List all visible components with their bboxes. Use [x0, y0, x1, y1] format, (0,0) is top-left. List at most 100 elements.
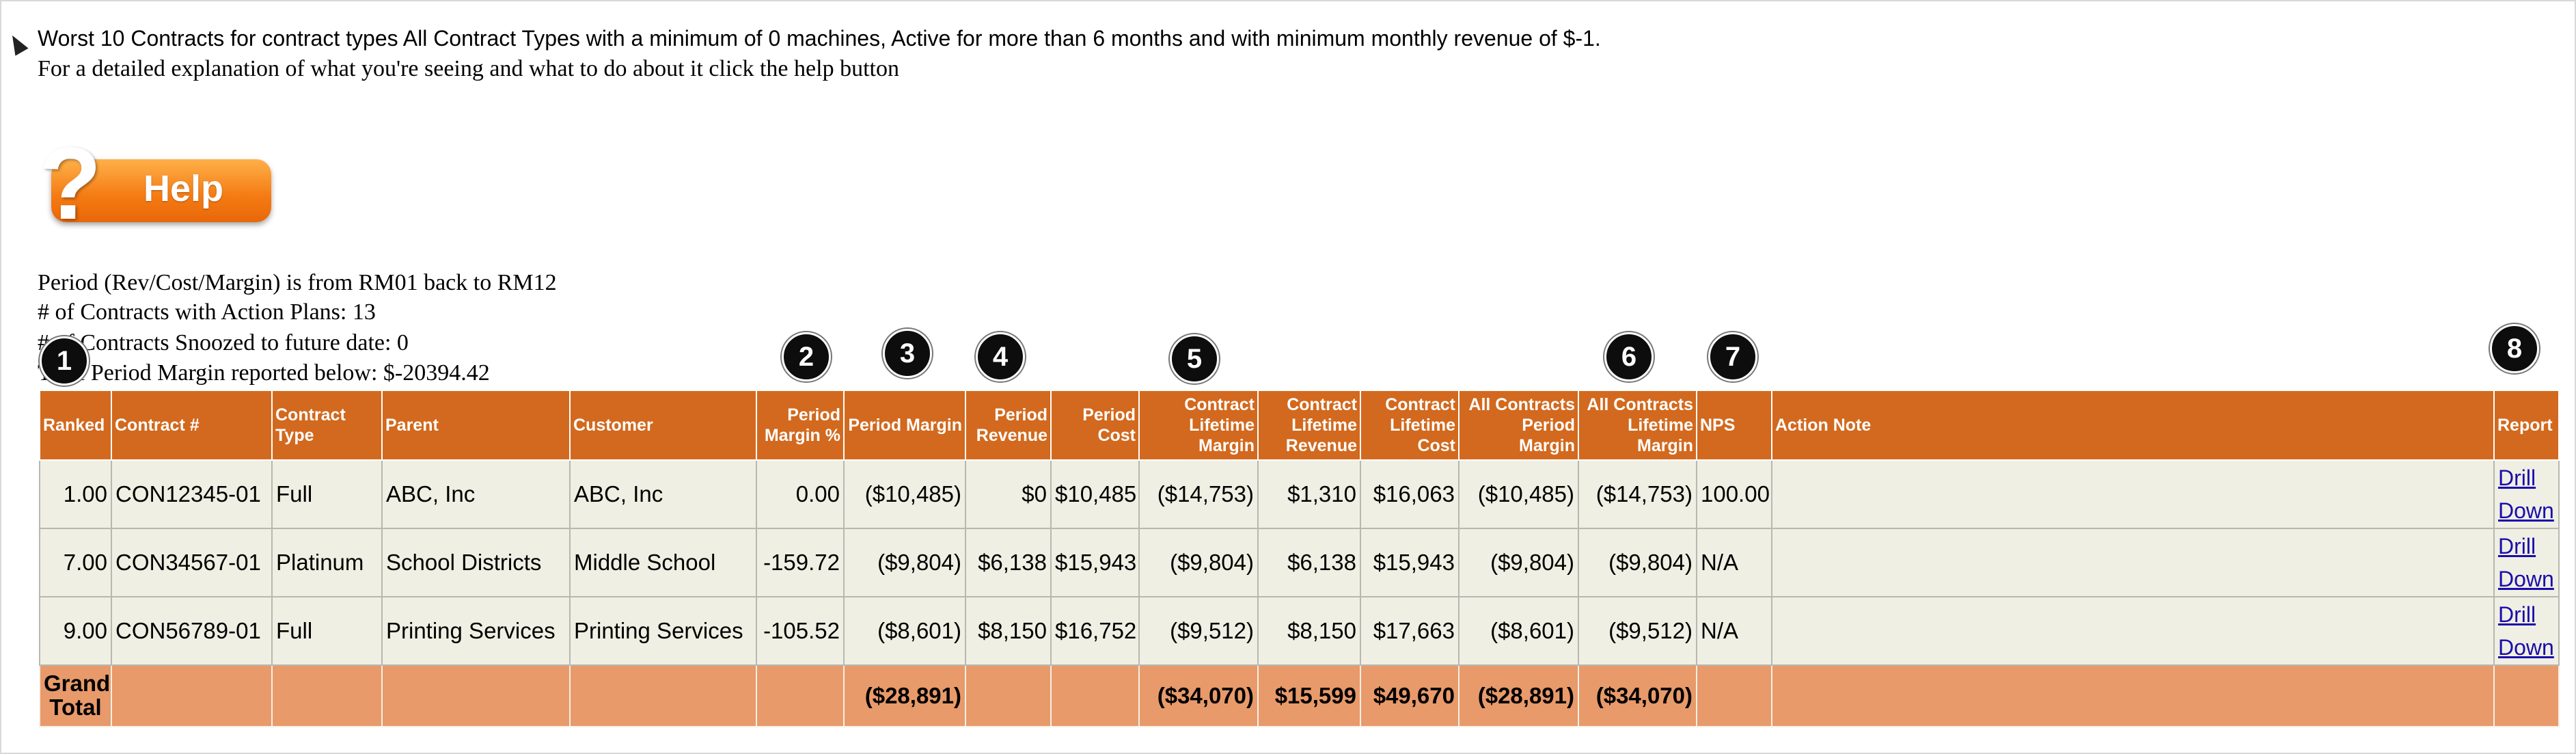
period-info: Period (Rev/Cost/Margin) is from RM01 ba… [38, 270, 557, 295]
table-cell: 1.00 [39, 459, 112, 529]
action-note-cell [1771, 596, 2495, 666]
table-cell: School Districts [381, 528, 571, 597]
question-mark-icon: ? [39, 126, 102, 241]
drill-down-link-text-1: Drill [2498, 602, 2536, 627]
callout-badge-6: 6 [1604, 332, 1654, 381]
table-cell: ($14,753) [1578, 459, 1697, 529]
total-cell [111, 664, 273, 727]
table-cell: CON56789-01 [111, 596, 273, 666]
total-cell [965, 664, 1052, 727]
table-cell: 7.00 [39, 528, 112, 597]
drill-down-link-text-1: Drill [2498, 466, 2536, 490]
total-cell [569, 664, 757, 727]
table-cell: 9.00 [39, 596, 112, 666]
column-header: Period Margin [843, 390, 966, 461]
callout-badge-2: 2 [782, 332, 831, 381]
column-header: All Contracts Period Margin [1458, 390, 1579, 461]
help-button[interactable]: ? Help [38, 132, 273, 234]
table-cell: ABC, Inc [569, 459, 757, 529]
table-cell: 0.00 [756, 459, 845, 529]
table-cell: CON12345-01 [111, 459, 273, 529]
column-header: All Contracts Lifetime Margin [1578, 390, 1697, 461]
table-cell: ($9,804) [843, 528, 966, 597]
total-cell [1696, 664, 1772, 727]
table-cell: ($9,804) [1138, 528, 1259, 597]
table-cell: ($9,804) [1578, 528, 1697, 597]
callout-badge-3: 3 [883, 329, 932, 378]
column-header: Contract Lifetime Revenue [1257, 390, 1361, 461]
drill-down-link[interactable]: Drill Down [2498, 534, 2554, 591]
table-cell: ($9,804) [1458, 528, 1579, 597]
table-cell: $1,310 [1257, 459, 1361, 529]
grand-total-label-1: Grand [44, 671, 111, 697]
total-cell [1050, 664, 1140, 727]
total-cell: ($34,070) [1578, 664, 1697, 727]
table-cell: CON34567-01 [111, 528, 273, 597]
table-cell: $10,485 [1050, 459, 1140, 529]
table-cell: $6,138 [965, 528, 1052, 597]
table-row: 1.00 CON12345-01 Full ABC, Inc ABC, Inc … [39, 459, 2560, 529]
column-header: Customer [569, 390, 757, 461]
report-cell: Drill Down [2493, 528, 2560, 597]
table-cell: N/A [1696, 528, 1772, 597]
total-cell: ($28,891) [1458, 664, 1579, 727]
column-header: Period Margin % [756, 390, 845, 461]
table-cell: Full [271, 596, 383, 666]
snoozed-info: # of Contracts Snoozed to future date: 0 [38, 330, 409, 355]
total-cell [271, 664, 383, 727]
table-cell: -159.72 [756, 528, 845, 597]
column-header: Action Note [1771, 390, 2495, 461]
callout-badge-1: 1 [40, 336, 89, 386]
help-button-label: Help [143, 168, 224, 209]
column-header: Period Cost [1050, 390, 1140, 461]
table-cell: $15,943 [1050, 528, 1140, 597]
total-margin-info: Total Period Margin reported below: $-20… [38, 360, 490, 386]
drill-down-link-text-2: Down [2498, 635, 2554, 660]
total-cell: $15,599 [1257, 664, 1361, 727]
total-cell [381, 664, 571, 727]
report-cell: Drill Down [2493, 459, 2560, 529]
total-cell: $49,670 [1360, 664, 1460, 727]
total-cell [756, 664, 845, 727]
table-cell: Printing Services [569, 596, 757, 666]
table-cell: $16,063 [1360, 459, 1460, 529]
column-header: Parent [381, 390, 571, 461]
table-cell: ($10,485) [843, 459, 966, 529]
column-header: Contract Lifetime Margin [1138, 390, 1259, 461]
intro-line-1: Worst 10 Contracts for contract types Al… [38, 26, 1601, 51]
table-cell: $8,150 [965, 596, 1052, 666]
table-cell: $6,138 [1257, 528, 1361, 597]
action-plans-info: # of Contracts with Action Plans: 13 [38, 299, 376, 325]
table-cell: Middle School [569, 528, 757, 597]
intro-line-2: For a detailed explanation of what you'r… [38, 56, 899, 81]
column-header: Contract # [111, 390, 273, 461]
table-row: 9.00 CON56789-01 Full Printing Services … [39, 596, 2560, 666]
column-header: Contract Type [271, 390, 383, 461]
grand-total-label: Grand Total [39, 664, 112, 727]
callout-badge-7: 7 [1708, 332, 1757, 381]
drill-down-link[interactable]: Drill Down [2498, 466, 2554, 523]
callout-badge-4: 4 [976, 332, 1025, 381]
table-row: 7.00 CON34567-01 Platinum School Distric… [39, 528, 2560, 597]
table-cell: ($14,753) [1138, 459, 1259, 529]
table-cell: $17,663 [1360, 596, 1460, 666]
table-cell: ABC, Inc [381, 459, 571, 529]
table-cell: ($8,601) [1458, 596, 1579, 666]
total-cell: ($34,070) [1138, 664, 1259, 727]
callout-badge-8: 8 [2490, 324, 2539, 373]
column-header: Period Revenue [965, 390, 1052, 461]
table-cell: ($9,512) [1138, 596, 1259, 666]
table-cell: 100.00 [1696, 459, 1772, 529]
column-header: NPS [1696, 390, 1772, 461]
drill-down-link[interactable]: Drill Down [2498, 602, 2554, 660]
total-cell: ($28,891) [843, 664, 966, 727]
action-note-cell [1771, 528, 2495, 597]
contracts-table: Ranked Contract # Contract Type Parent C… [39, 390, 2560, 727]
table-cell: ($8,601) [843, 596, 966, 666]
table-cell: $0 [965, 459, 1052, 529]
column-header: Contract Lifetime Cost [1360, 390, 1460, 461]
total-cell [2493, 664, 2560, 727]
report-cell: Drill Down [2493, 596, 2560, 666]
table-header-row: Ranked Contract # Contract Type Parent C… [39, 390, 2560, 461]
